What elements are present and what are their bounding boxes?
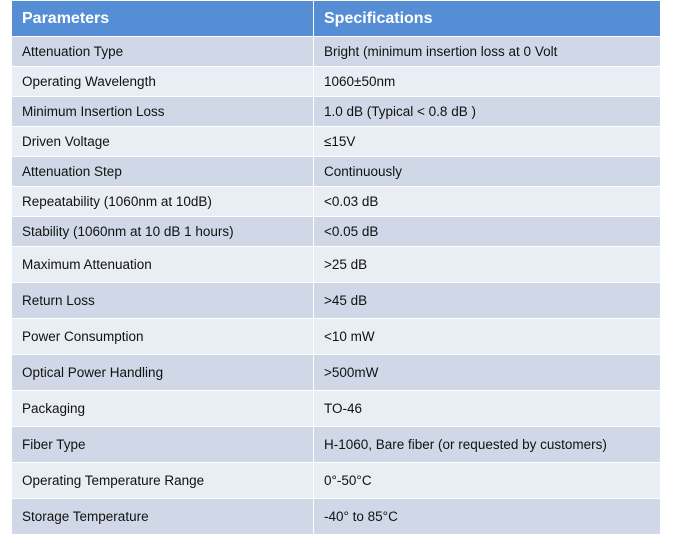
parameter-cell: Packaging (11, 390, 314, 427)
specification-cell: H-1060, Bare fiber (or requested by cust… (313, 426, 661, 463)
parameter-cell: Operating Temperature Range (11, 462, 314, 499)
header-parameters: Parameters (11, 0, 314, 37)
specification-cell: 1060±50nm (313, 66, 661, 97)
table-row: Operating Wavelength 1060±50nm (11, 66, 661, 97)
specification-cell: <10 mW (313, 318, 661, 355)
specification-cell: >25 dB (313, 246, 661, 283)
table-row: Operating Temperature Range 0°-50°C (11, 462, 661, 499)
table-row: Minimum Insertion Loss 1.0 dB (Typical < … (11, 96, 661, 127)
specification-cell: 0°-50°C (313, 462, 661, 499)
table-row: Fiber Type H-1060, Bare fiber (or request… (11, 426, 661, 463)
specification-cell: >45 dB (313, 282, 661, 319)
table-row: Stability (1060nm at 10 dB 1 hours) <0.05… (11, 216, 661, 247)
parameter-cell: Repeatability (1060nm at 10dB) (11, 186, 314, 217)
specification-cell: Bright (minimum insertion loss at 0 Volt (313, 36, 661, 67)
specification-cell: TO-46 (313, 390, 661, 427)
table-row: Optical Power Handling >500mW (11, 354, 661, 391)
parameter-cell: Minimum Insertion Loss (11, 96, 314, 127)
parameter-cell: Return Loss (11, 282, 314, 319)
specification-cell: ≤15V (313, 126, 661, 157)
specification-cell: Continuously (313, 156, 661, 187)
table-row: Repeatability (1060nm at 10dB) <0.03 dB (11, 186, 661, 217)
table-row: Power Consumption <10 mW (11, 318, 661, 355)
header-row: Parameters Specifications (11, 0, 661, 37)
parameter-cell: Storage Temperature (11, 498, 314, 535)
table-row: Storage Temperature -40° to 85°C (11, 498, 661, 535)
parameter-cell: Attenuation Type (11, 36, 314, 67)
parameter-cell: Maximum Attenuation (11, 246, 314, 283)
parameter-cell: Driven Voltage (11, 126, 314, 157)
table-row: Attenuation Step Continuously (11, 156, 661, 187)
parameter-cell: Stability (1060nm at 10 dB 1 hours) (11, 216, 314, 247)
parameter-cell: Power Consumption (11, 318, 314, 355)
table-row: Packaging TO-46 (11, 390, 661, 427)
table-row: Maximum Attenuation >25 dB (11, 246, 661, 283)
specification-cell: 1.0 dB (Typical < 0.8 dB ) (313, 96, 661, 127)
parameter-cell: Fiber Type (11, 426, 314, 463)
table-row: Return Loss >45 dB (11, 282, 661, 319)
specification-cell: -40° to 85°C (313, 498, 661, 535)
table-row: Attenuation Type Bright (minimum insertio… (11, 36, 661, 67)
header-specifications: Specifications (313, 0, 661, 37)
specifications-table: Parameters Specifications Attenuation Ty… (11, 0, 661, 535)
specification-cell: <0.03 dB (313, 186, 661, 217)
parameter-cell: Optical Power Handling (11, 354, 314, 391)
specification-cell: <0.05 dB (313, 216, 661, 247)
specification-cell: >500mW (313, 354, 661, 391)
table-row: Driven Voltage ≤15V (11, 126, 661, 157)
parameter-cell: Operating Wavelength (11, 66, 314, 97)
parameter-cell: Attenuation Step (11, 156, 314, 187)
